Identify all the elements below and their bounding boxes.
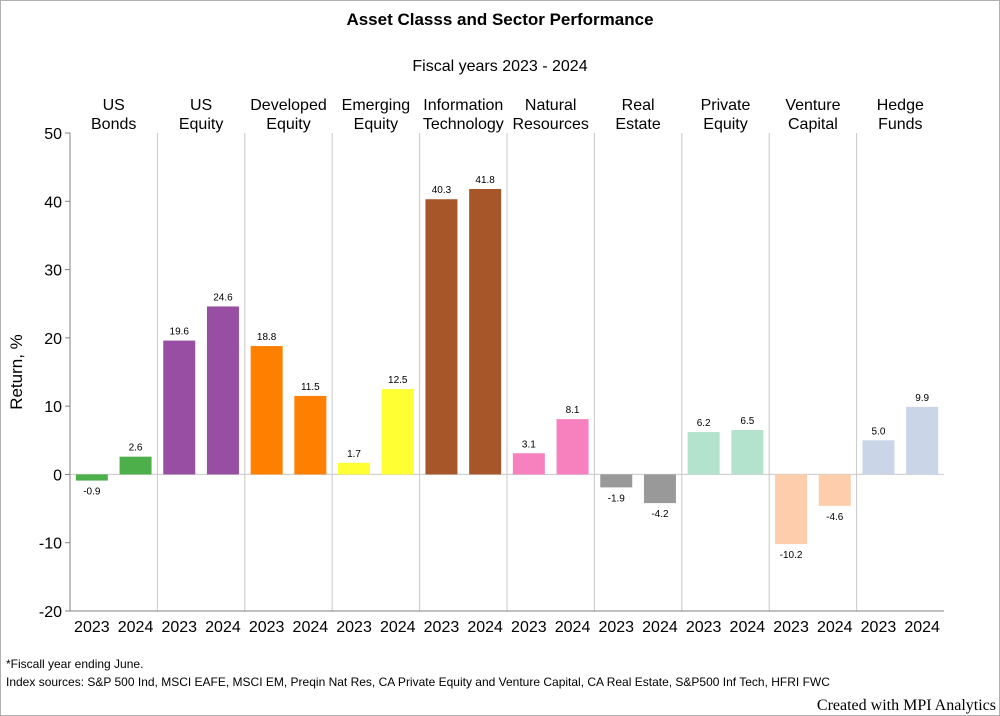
x-tick-label: 2023 bbox=[773, 619, 809, 636]
x-tick-label: 2023 bbox=[861, 619, 897, 636]
group-label: Hedge bbox=[877, 97, 924, 114]
data-label: 6.5 bbox=[740, 416, 754, 427]
y-tick-label: 10 bbox=[44, 399, 62, 416]
bar bbox=[862, 440, 895, 475]
data-label: -0.9 bbox=[83, 487, 101, 498]
bar bbox=[818, 474, 851, 506]
x-tick-label: 2024 bbox=[118, 619, 154, 636]
bar bbox=[163, 340, 196, 475]
x-tick-label: 2024 bbox=[730, 619, 766, 636]
bar bbox=[294, 395, 327, 475]
bar bbox=[643, 474, 676, 504]
x-tick-label: 2024 bbox=[817, 619, 853, 636]
x-tick-label: 2023 bbox=[686, 619, 722, 636]
group-label: US bbox=[103, 97, 125, 114]
y-tick-label: -20 bbox=[39, 604, 62, 621]
x-tick-label: 2024 bbox=[555, 619, 591, 636]
group-label: Equity bbox=[266, 116, 310, 133]
bar bbox=[687, 432, 720, 475]
data-label: -4.2 bbox=[651, 509, 669, 520]
group-label: Resources bbox=[512, 116, 588, 133]
group-label: Estate bbox=[615, 116, 660, 133]
data-label: 8.1 bbox=[566, 405, 580, 416]
data-label: 5.0 bbox=[871, 426, 885, 437]
data-label: 12.5 bbox=[388, 375, 408, 386]
footnote-fiscal-year: *Fiscall year ending June. bbox=[6, 657, 144, 671]
group-label: Equity bbox=[179, 116, 223, 133]
group-label: Capital bbox=[788, 116, 838, 133]
y-tick-label: 30 bbox=[44, 263, 62, 280]
bar bbox=[556, 419, 589, 475]
data-label: 18.8 bbox=[257, 332, 277, 343]
group-label: Bonds bbox=[91, 116, 136, 133]
y-tick-label: 50 bbox=[44, 126, 62, 143]
bar bbox=[338, 462, 371, 475]
x-tick-label: 2023 bbox=[249, 619, 285, 636]
bar bbox=[731, 430, 764, 475]
group-label: Venture bbox=[785, 97, 840, 114]
group-label: Equity bbox=[703, 116, 747, 133]
group-label: US bbox=[190, 97, 212, 114]
x-tick-label: 2024 bbox=[904, 619, 940, 636]
credit-text: Created with MPI Analytics bbox=[816, 697, 996, 714]
bar bbox=[600, 474, 633, 488]
data-label: 3.1 bbox=[522, 439, 536, 450]
group-label: Emerging bbox=[342, 97, 410, 114]
group-label: Developed bbox=[250, 97, 327, 114]
data-label: 24.6 bbox=[213, 292, 233, 303]
data-label: 1.7 bbox=[347, 449, 361, 460]
x-tick-label: 2023 bbox=[511, 619, 547, 636]
group-label: Information bbox=[423, 97, 503, 114]
y-tick-label: 40 bbox=[44, 194, 62, 211]
group-label: Funds bbox=[878, 116, 922, 133]
bar bbox=[250, 346, 283, 475]
group-label: Technology bbox=[423, 116, 504, 133]
data-label: 41.8 bbox=[475, 175, 495, 186]
bar bbox=[469, 188, 502, 475]
x-tick-label: 2024 bbox=[205, 619, 241, 636]
y-tick-label: -10 bbox=[39, 536, 62, 553]
bar bbox=[75, 474, 108, 481]
bar bbox=[381, 389, 414, 475]
x-tick-label: 2024 bbox=[380, 619, 416, 636]
data-label: 9.9 bbox=[915, 393, 929, 404]
chart-subtitle: Fiscal years 2023 - 2024 bbox=[412, 58, 588, 75]
data-label: -4.6 bbox=[826, 512, 844, 523]
data-label: 6.2 bbox=[697, 418, 711, 429]
group-label: Real bbox=[622, 97, 655, 114]
group-label: Private bbox=[701, 97, 751, 114]
group-label: Equity bbox=[354, 116, 398, 133]
y-tick-label: 0 bbox=[53, 467, 62, 484]
x-tick-label: 2023 bbox=[74, 619, 110, 636]
footnote-index-sources: Index sources: S&P 500 Ind, MSCI EAFE, M… bbox=[6, 675, 830, 689]
y-axis-label: Return, % bbox=[7, 334, 26, 410]
data-label: 11.5 bbox=[301, 382, 320, 393]
group-label: Natural bbox=[525, 97, 577, 114]
data-label: -1.9 bbox=[608, 493, 626, 504]
x-tick-label: 2023 bbox=[336, 619, 372, 636]
x-tick-label: 2024 bbox=[642, 619, 678, 636]
x-tick-label: 2023 bbox=[598, 619, 634, 636]
bar bbox=[119, 456, 152, 475]
x-tick-label: 2024 bbox=[293, 619, 329, 636]
x-tick-label: 2024 bbox=[467, 619, 503, 636]
bar bbox=[775, 474, 808, 545]
x-tick-label: 2023 bbox=[424, 619, 460, 636]
bar bbox=[906, 406, 939, 475]
data-label: 2.6 bbox=[129, 443, 143, 454]
data-label: -10.2 bbox=[780, 550, 803, 561]
y-tick-label: 20 bbox=[44, 331, 62, 348]
data-label: 40.3 bbox=[432, 185, 452, 196]
data-label: 19.6 bbox=[170, 327, 190, 338]
bar bbox=[206, 306, 239, 475]
bar bbox=[512, 453, 545, 475]
chart-title: Asset Classs and Sector Performance bbox=[346, 10, 654, 29]
bar bbox=[425, 199, 458, 475]
x-tick-label: 2023 bbox=[161, 619, 197, 636]
